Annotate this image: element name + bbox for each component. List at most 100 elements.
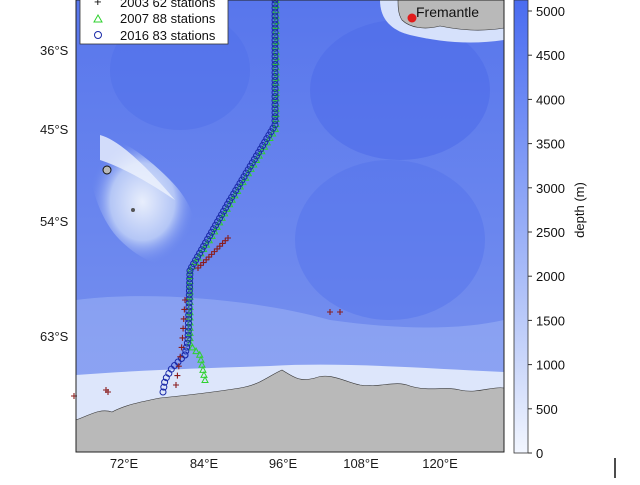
track-2016-station	[271, 81, 279, 89]
track-2016-station	[255, 148, 263, 156]
map-frame	[75, 0, 505, 453]
track-2016-station	[271, 60, 279, 68]
lon-axis: 72°E 84°E 96°E 108°E 120°E	[110, 456, 458, 471]
track-2007-station	[197, 355, 205, 363]
track-2016-station	[181, 351, 189, 359]
fremantle-marker	[407, 13, 417, 23]
track-2016-station	[186, 279, 194, 287]
colorbar-gradient	[513, 0, 529, 454]
track-2003-station	[180, 315, 187, 322]
track-2016-station	[271, 97, 279, 105]
track-2016-station	[183, 339, 191, 347]
track-2003-station	[219, 240, 226, 247]
track-2003-station	[211, 248, 218, 255]
track-2016-station	[184, 319, 192, 327]
legend-label-2003: 2003 62 stations	[120, 0, 216, 10]
track-2016-station	[236, 180, 244, 188]
track-2016-station	[271, 24, 279, 32]
track-2016-station	[271, 0, 279, 8]
track-2003-station	[214, 245, 221, 252]
track-2016-station	[185, 303, 193, 311]
track-2016-station	[184, 331, 192, 339]
track-2016-station	[271, 4, 279, 12]
track-2016-station	[185, 291, 193, 299]
track-2016-station	[271, 64, 279, 72]
track-2016-station	[194, 253, 202, 261]
track-2016-station	[216, 214, 224, 222]
track-2016-station	[271, 85, 279, 93]
colorbar-tick-label: 5000	[536, 4, 565, 19]
track-2016-station	[242, 169, 250, 177]
track-2016-station	[224, 200, 232, 208]
track-2007-station	[201, 375, 209, 383]
track-2003-station	[177, 353, 184, 360]
track-2016-station	[252, 152, 260, 160]
legend-label-2016: 2016 83 stations	[120, 28, 216, 43]
track-2016-station	[185, 299, 193, 307]
track-2007-station	[208, 231, 216, 239]
track-2003-station	[203, 256, 210, 263]
continental-rise	[76, 296, 504, 390]
colorbar-tick-label: 3500	[536, 137, 565, 152]
track-2016-station	[271, 113, 279, 121]
track-2003-station	[178, 344, 185, 351]
lon-tick: 96°E	[269, 456, 298, 471]
track-2003-station	[175, 363, 182, 370]
track-2016-station	[204, 235, 212, 243]
lat-tick: 54°S	[40, 214, 69, 229]
track-2003-station	[179, 334, 186, 341]
track-2016-station	[234, 183, 242, 191]
track-2016-station	[185, 295, 193, 303]
track-2007-station	[192, 347, 200, 355]
colorbar-tick-label: 1500	[536, 313, 565, 328]
track-2016-station	[198, 246, 206, 254]
lon-tick: 120°E	[422, 456, 458, 471]
track-2003-station	[337, 309, 343, 315]
track-2016-station	[186, 275, 194, 283]
track-2016-station	[267, 128, 275, 136]
track-2016-station	[250, 155, 258, 163]
track-2016-station	[271, 40, 279, 48]
track-2016-station	[246, 162, 254, 170]
track-2016-station	[188, 263, 196, 271]
track-2003-station	[195, 265, 201, 271]
track-2016-station	[271, 8, 279, 16]
track-2016-station	[261, 138, 269, 146]
track-2016-station	[184, 323, 192, 331]
track-2016-station	[271, 89, 279, 97]
track-2016-station	[269, 124, 277, 132]
track-2016-station	[185, 311, 193, 319]
track-2016-station	[271, 77, 279, 85]
track-2007-station	[198, 360, 206, 368]
track-2016-station	[182, 347, 190, 355]
track-2003-station	[181, 306, 188, 313]
track-2007-station	[252, 155, 261, 164]
lat-tick: 36°S	[40, 43, 69, 58]
track-2007-station	[191, 257, 200, 266]
track-2016-station	[271, 121, 279, 129]
track-2016-station	[196, 249, 204, 257]
colorbar-tick-label: 0	[536, 446, 543, 461]
colorbar: 5000450040003500300025002000150010005000…	[513, 0, 587, 461]
track-2016-station	[271, 117, 279, 125]
track-2016-station	[244, 166, 252, 174]
track-2016-station	[271, 68, 279, 76]
track-2016-station	[226, 197, 234, 205]
colorbar-tick-label: 4000	[536, 92, 565, 107]
fremantle-label: Fremantle	[416, 4, 479, 20]
track-2016-station	[271, 105, 279, 113]
track-2016-station	[184, 327, 192, 335]
track-2003-station	[208, 251, 215, 258]
track-2016-station	[232, 186, 240, 194]
colorbar-tick-label: 2500	[536, 225, 565, 240]
track-2016-station	[265, 131, 273, 139]
track-2016-station	[174, 358, 182, 366]
track-2007-station	[188, 343, 197, 351]
track-2016-station	[206, 232, 214, 240]
track-2016-station	[271, 44, 279, 52]
track-2016-station	[186, 271, 194, 279]
track-2016-station	[263, 135, 271, 143]
track-2016-station	[192, 256, 200, 264]
track-2016-station	[271, 0, 279, 4]
